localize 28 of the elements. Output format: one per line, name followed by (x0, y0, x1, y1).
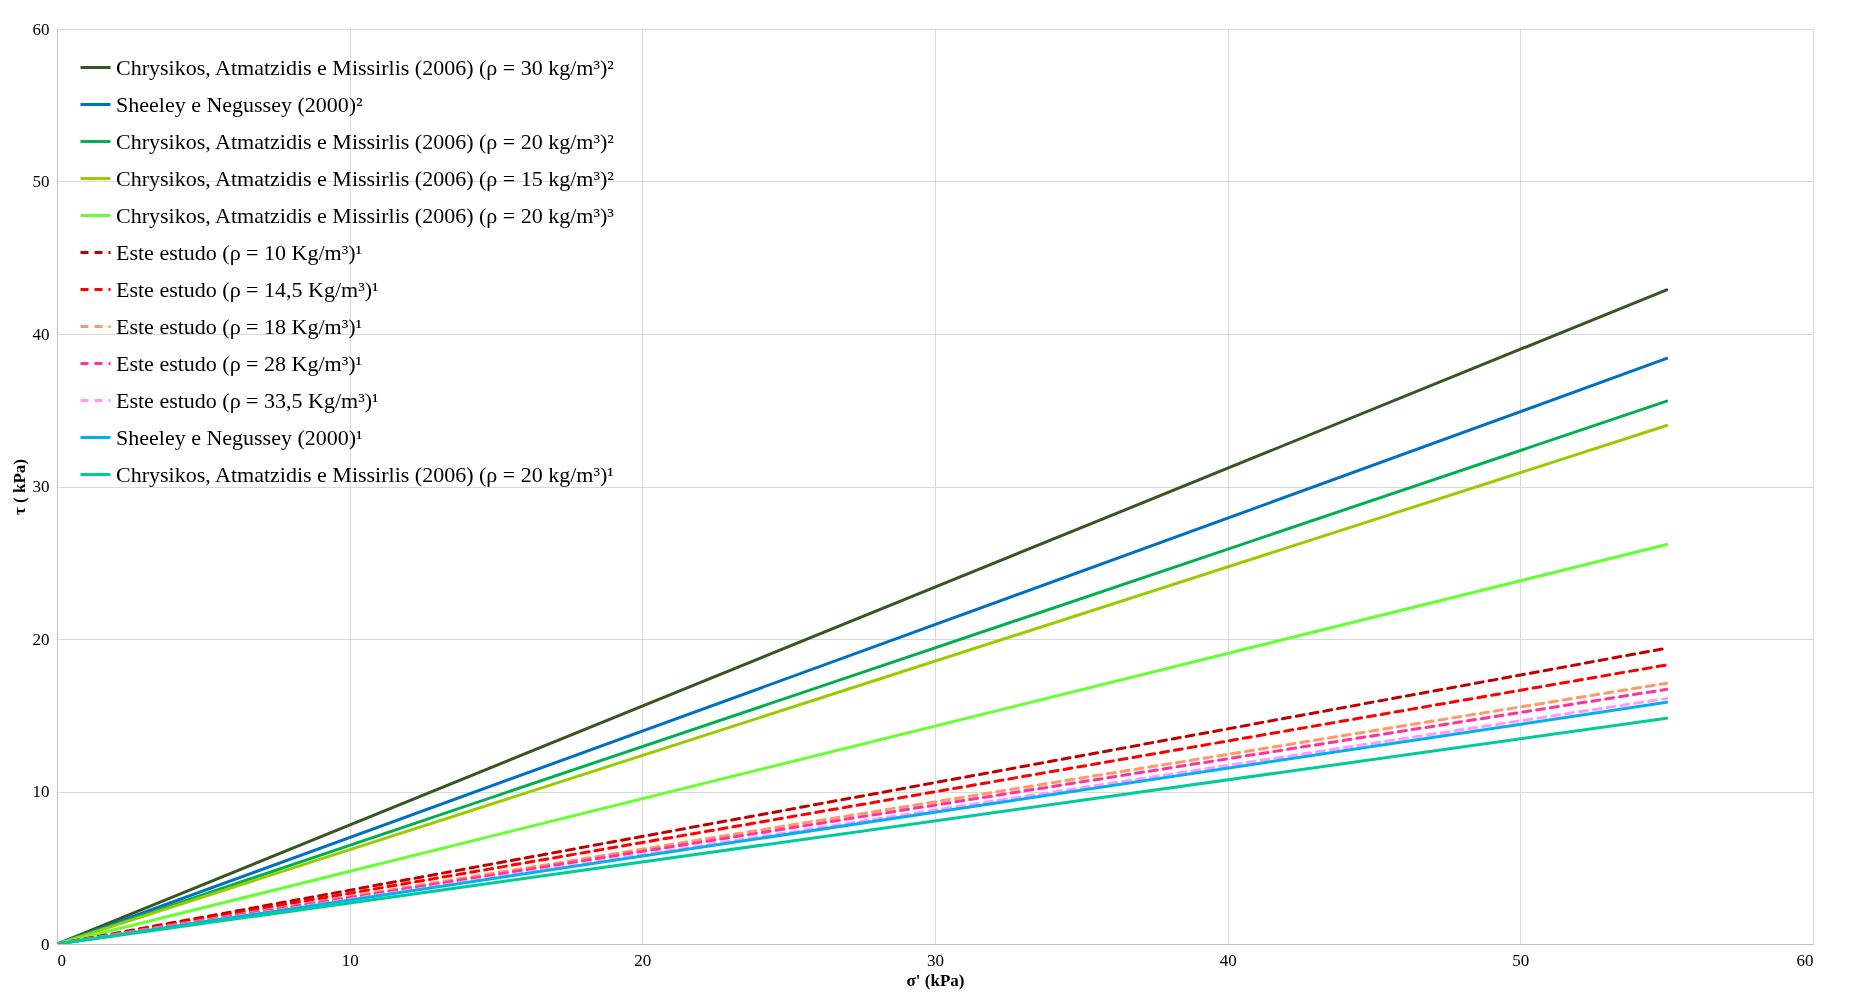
y-tick-label: 60 (32, 19, 50, 39)
x-axis-title: σ' (kPa) (906, 970, 965, 990)
x-tick-label: 0 (57, 950, 66, 970)
x-tick-label: 30 (927, 950, 944, 970)
y-tick-label: 20 (32, 629, 50, 649)
legend-label: Este estudo (ρ = 10 Kg/m³)¹ (116, 239, 363, 265)
x-tick-label: 40 (1219, 950, 1237, 970)
legend-label: Este estudo (ρ = 33,5 Kg/m³)¹ (116, 387, 379, 413)
x-tick-label: 20 (634, 950, 652, 970)
x-tick-label: 60 (1796, 950, 1814, 970)
legend-label: Este estudo (ρ = 14,5 Kg/m³)¹ (116, 276, 379, 302)
legend-label: Chrysikos, Atmatzidis e Missirlis (2006) (ρ = 15 kg/m³)² (116, 165, 615, 191)
legend-label: Chrysikos, Atmatzidis e Missirlis (2006) (ρ = 20 kg/m³)³ (116, 202, 615, 228)
x-tick-label: 10 (341, 950, 359, 970)
legend-label: Sheeley e Negussey (2000)² (116, 91, 364, 117)
legend-label: Chrysikos, Atmatzidis e Missirlis (2006) (ρ = 20 kg/m³)¹ (116, 461, 614, 487)
y-axis-title: τ ( kPa) (9, 459, 29, 515)
y-tick-label: 50 (32, 172, 50, 191)
legend-label: Sheeley e Negussey (2000)¹ (116, 424, 363, 450)
legend-label: Este estudo (ρ = 18 Kg/m³)¹ (116, 313, 363, 339)
legend-label: Chrysikos, Atmatzidis e Missirlis (2006) (ρ = 30 kg/m³)² (116, 54, 615, 80)
legend-label: Este estudo (ρ = 28 Kg/m³)¹ (116, 350, 363, 376)
y-tick-label: 30 (32, 477, 50, 496)
y-tick-label: 10 (32, 782, 50, 801)
y-tick-label: 40 (32, 324, 50, 344)
legend-label: Chrysikos, Atmatzidis e Missirlis (2006) (ρ = 20 kg/m³)² (116, 128, 615, 154)
x-tick-label: 50 (1512, 950, 1530, 970)
y-tick-label: 0 (41, 934, 50, 954)
